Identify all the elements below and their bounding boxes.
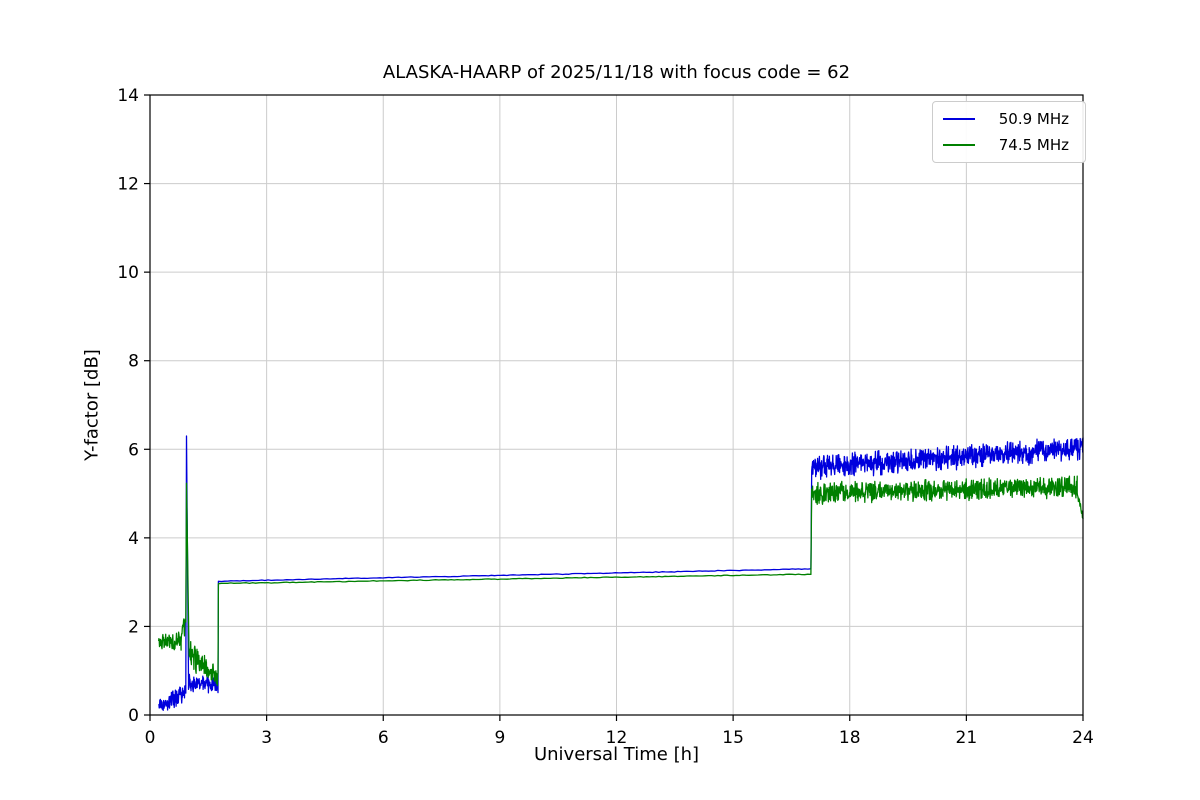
svg-text:18: 18 [839, 728, 861, 748]
legend-item-50-9-mhz: 50.9 MHz [942, 110, 1069, 128]
svg-text:10: 10 [117, 263, 139, 283]
x-axis-label: Universal Time [h] [533, 744, 700, 765]
svg-text:6: 6 [378, 728, 389, 748]
svg-text:8: 8 [128, 352, 139, 372]
legend-item-74-5-mhz: 74.5 MHz [942, 136, 1069, 154]
svg-text:4: 4 [128, 529, 139, 549]
svg-text:0: 0 [145, 728, 156, 748]
svg-text:6: 6 [128, 440, 139, 460]
svg-text:24: 24 [1072, 728, 1094, 748]
chart-title: ALASKA-HAARP of 2025/11/18 with focus co… [382, 62, 851, 83]
svg-text:15: 15 [722, 728, 744, 748]
svg-text:12: 12 [117, 175, 139, 195]
svg-text:9: 9 [494, 728, 505, 748]
svg-text:21: 21 [956, 728, 978, 748]
legend-line-green [942, 144, 975, 146]
legend-label: 74.5 MHz [998, 136, 1069, 154]
svg-text:2: 2 [128, 617, 139, 637]
svg-text:14: 14 [117, 86, 139, 106]
legend-label: 50.9 MHz [998, 110, 1069, 128]
svg-text:12: 12 [606, 728, 628, 748]
legend-line-blue [942, 118, 975, 120]
y-axis-label: Y-factor [dB] [81, 349, 103, 461]
svg-text:3: 3 [261, 728, 272, 748]
legend: 50.9 MHz 74.5 MHz [931, 101, 1086, 163]
svg-text:0: 0 [128, 706, 139, 726]
